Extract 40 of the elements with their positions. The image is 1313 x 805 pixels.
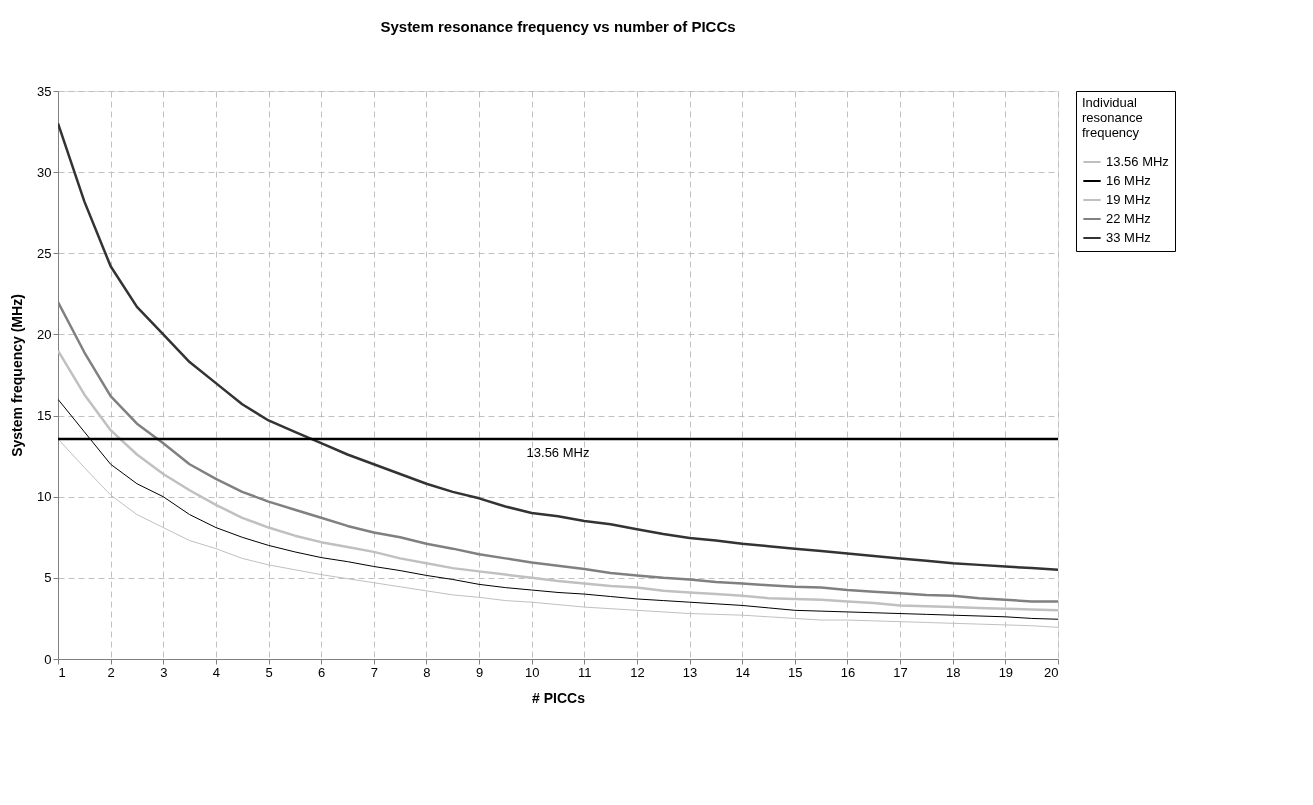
x-tick-label: 8 — [423, 664, 431, 680]
y-tick-label: 0 — [44, 651, 52, 667]
line-series — [58, 122, 1058, 571]
x-tick-label: 6 — [318, 664, 326, 680]
x-tick-label: 15 — [788, 664, 803, 680]
x-tick-label: 18 — [946, 664, 961, 680]
ref-line-label: 13.56 MHz — [526, 444, 590, 460]
y-tick-label: 20 — [37, 326, 52, 342]
x-tick-label: 12 — [630, 664, 645, 680]
x-tick-label: 4 — [212, 664, 221, 680]
y-tick-label: 10 — [37, 489, 52, 505]
y-tick-label: 25 — [37, 245, 52, 261]
y-tick-label: 5 — [44, 570, 52, 586]
x-tick-label: 5 — [265, 664, 273, 680]
legend-title: Individual resonance frequency — [1082, 95, 1143, 140]
y-tick-label: 35 — [37, 83, 52, 99]
x-tick-label: 9 — [475, 664, 484, 680]
y-tick-label: 30 — [37, 164, 52, 180]
legend-label: 16 MHz — [1106, 173, 1151, 188]
x-tick-label: 14 — [735, 664, 750, 680]
x-axis-title: # PICCs — [532, 689, 586, 706]
x-tick-label: 19 — [998, 664, 1014, 680]
x-tick-label: 10 — [524, 664, 540, 680]
legend-label: 19 MHz — [1106, 192, 1151, 207]
x-tick-label: 16 — [840, 664, 856, 680]
x-tick-label: 20 — [1044, 664, 1059, 680]
legend-label: 22 MHz — [1106, 211, 1151, 226]
x-tick-label: 2 — [107, 664, 115, 680]
line-series — [58, 398, 1058, 620]
chart-title: System resonance frequency vs number of PICCs — [380, 18, 736, 35]
y-axis-title: System frequency (MHz) — [9, 294, 26, 457]
x-tick-label: 13 — [682, 664, 698, 680]
x-tick-label: 17 — [893, 664, 908, 680]
legend-label: 33 MHz — [1106, 230, 1151, 245]
legend-label: 13.56 MHz — [1106, 154, 1169, 169]
x-tick-label: 7 — [370, 664, 378, 680]
x-tick-label: 3 — [160, 664, 168, 680]
x-tick-label: 11 — [578, 664, 592, 680]
y-tick-label: 15 — [37, 408, 52, 424]
x-tick-label: 1 — [58, 664, 66, 680]
